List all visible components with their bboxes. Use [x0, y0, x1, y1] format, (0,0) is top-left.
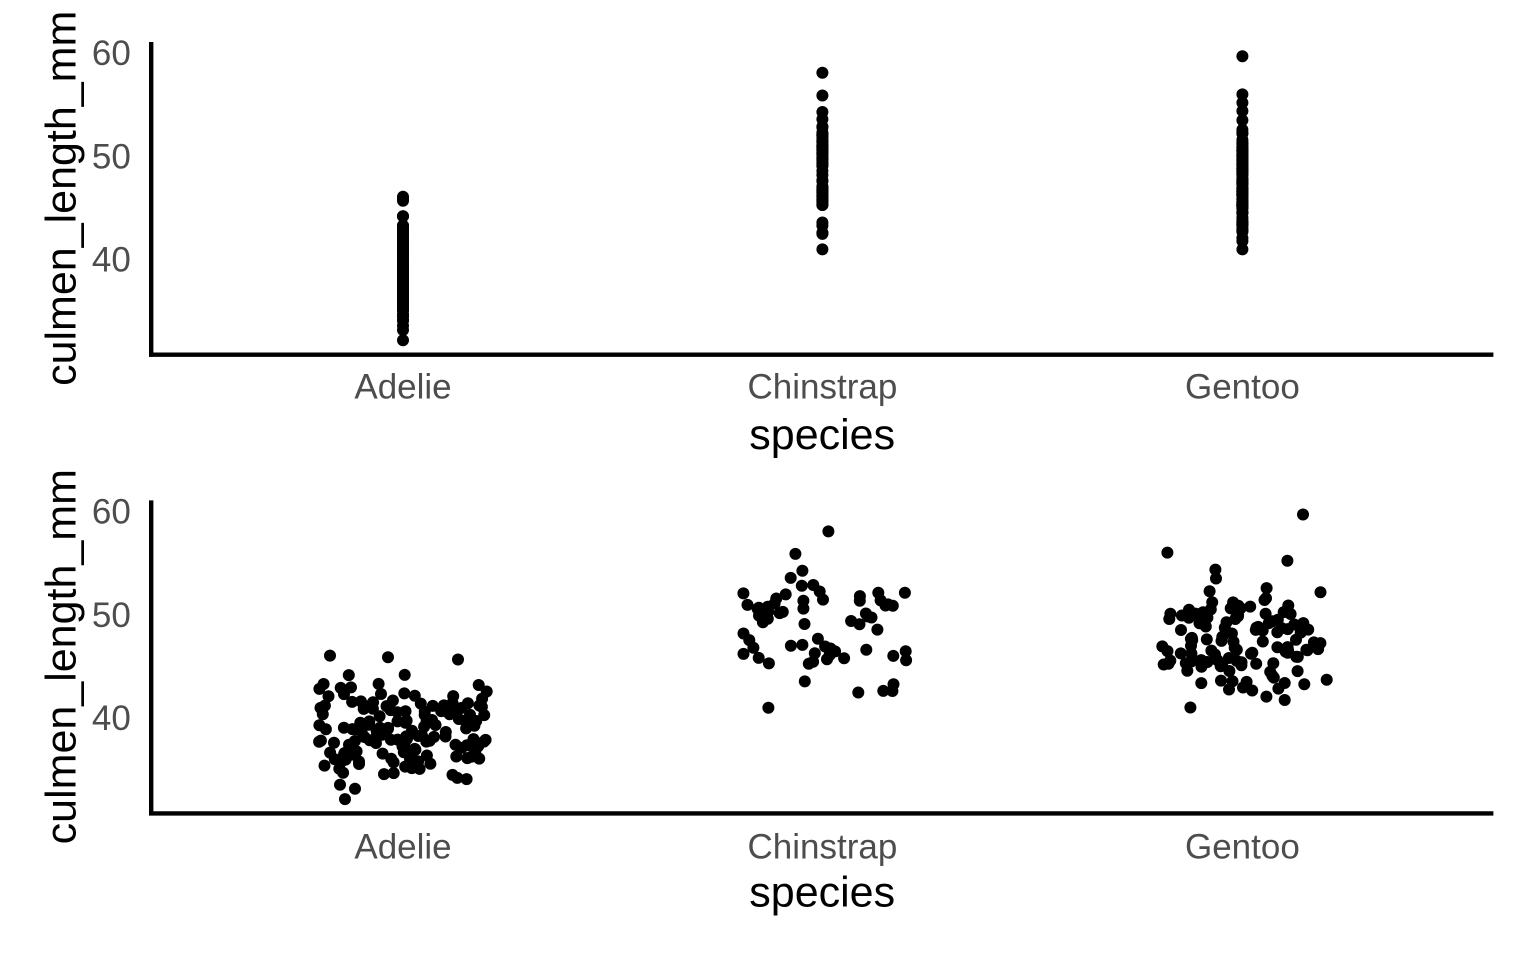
svg-text:species: species [749, 411, 895, 459]
svg-text:Chinstrap: Chinstrap [748, 827, 898, 866]
svg-text:species: species [749, 869, 895, 917]
svg-text:40: 40 [92, 699, 131, 738]
svg-text:60: 60 [92, 34, 131, 73]
svg-text:Chinstrap: Chinstrap [748, 368, 898, 407]
svg-text:Gentoo: Gentoo [1185, 827, 1300, 866]
svg-text:50: 50 [92, 137, 131, 176]
svg-text:culmen_length_mm: culmen_length_mm [38, 11, 86, 386]
svg-text:Adelie: Adelie [354, 368, 451, 407]
svg-text:Gentoo: Gentoo [1185, 368, 1300, 407]
svg-text:60: 60 [92, 493, 131, 532]
svg-text:Adelie: Adelie [354, 827, 451, 866]
svg-text:50: 50 [92, 596, 131, 635]
svg-text:culmen_length_mm: culmen_length_mm [38, 469, 86, 844]
svg-text:40: 40 [92, 241, 131, 280]
